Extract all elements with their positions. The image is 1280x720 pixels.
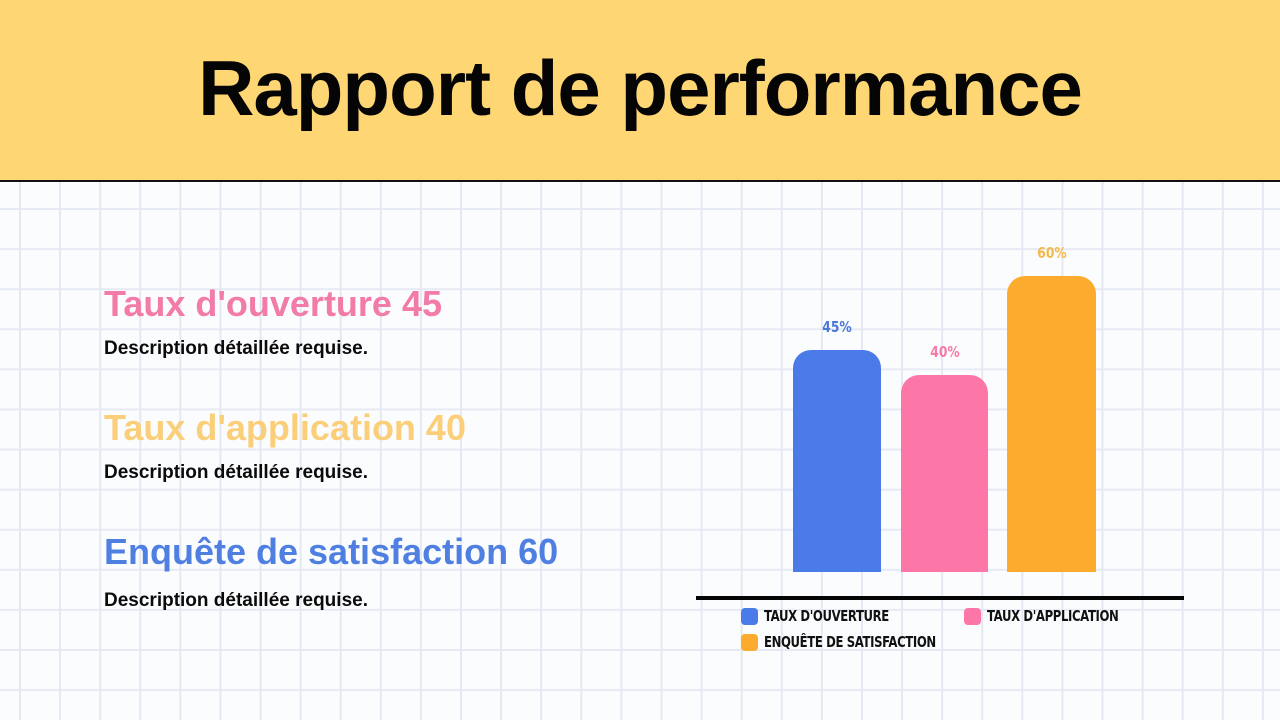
metric-satisfaction-survey: Enquête de satisfaction 60 Description d… xyxy=(104,532,558,612)
legend-label: Taux d'application xyxy=(987,607,1119,625)
metric-application-rate: Taux d'application 40 Description détail… xyxy=(104,408,466,484)
metric-open-rate: Taux d'ouverture 45 Description détaillé… xyxy=(104,284,442,360)
bar-label-satisfaction: 60% xyxy=(1037,244,1067,262)
bar-open-rate xyxy=(793,350,881,572)
bar-application-rate xyxy=(901,375,988,572)
legend-label: Taux d'ouverture xyxy=(764,607,889,625)
legend-swatch xyxy=(964,607,981,625)
page-title: Rapport de performance xyxy=(198,43,1083,132)
metric-title: Taux d'application 40 xyxy=(104,407,466,448)
x-axis-line xyxy=(696,596,1184,600)
header-banner: Rapport de performance xyxy=(0,0,1280,182)
metric-title: Taux d'ouverture 45 xyxy=(104,283,442,324)
legend-item-open-rate: Taux d'ouverture xyxy=(741,607,924,625)
legend-item-satisfaction: Enquête de satisfaction xyxy=(741,633,984,651)
bar-satisfaction xyxy=(1007,276,1096,572)
metric-description: Description détaillée requise. xyxy=(104,338,368,359)
bar-label-application-rate: 40% xyxy=(930,343,960,361)
metric-description: Description détaillée requise. xyxy=(104,590,368,611)
legend-swatch xyxy=(741,607,758,625)
legend-swatch xyxy=(741,633,758,651)
bar-label-open-rate: 45% xyxy=(822,318,852,336)
legend-label: Enquête de satisfaction xyxy=(764,633,936,651)
metric-description: Description détaillée requise. xyxy=(104,462,368,483)
metric-title: Enquête de satisfaction 60 xyxy=(104,531,559,572)
legend-item-application-rate: Taux d'application xyxy=(964,607,1156,625)
